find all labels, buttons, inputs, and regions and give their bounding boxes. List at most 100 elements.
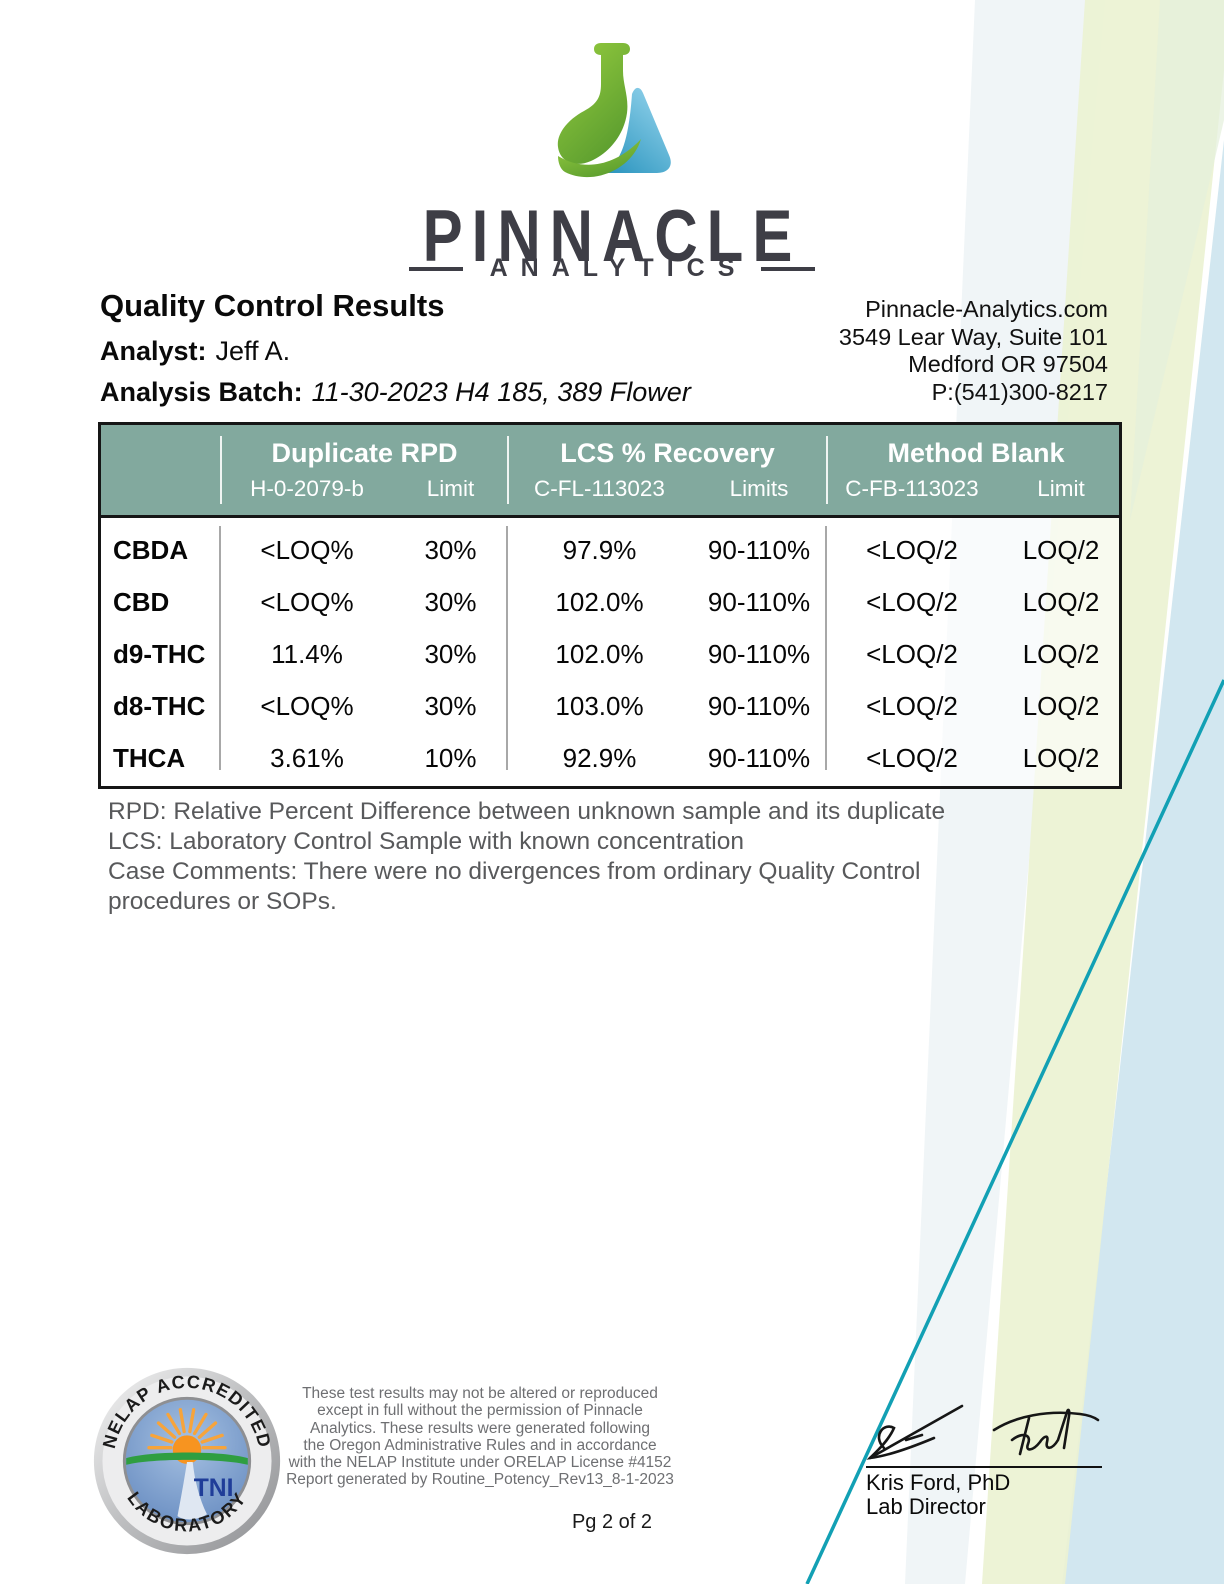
- disclaimer-line: with the NELAP Institute under ORELAP Li…: [288, 1454, 672, 1472]
- disclaimer-line: These test results may not be altered or…: [302, 1385, 658, 1402]
- dup-rpd-value: <LOQ%: [260, 534, 354, 565]
- brand-subwordmark: ANALYTICS: [489, 254, 748, 282]
- method-blank-limit: LOQ/2: [1022, 586, 1100, 617]
- lab-address-line2: Medford OR 97504: [908, 351, 1108, 377]
- qc-group-title: Method Blank: [887, 438, 1065, 468]
- qc-sample-id: C-FB-113023: [845, 476, 979, 501]
- qc-group-duplicate-rpd: Duplicate RPD H-0-2079-b Limit: [220, 425, 508, 515]
- dup-rpd-limit: 30%: [424, 690, 477, 721]
- dup-rpd-limit: 10%: [424, 742, 477, 773]
- brand-subwordmark-row: ANALYTICS: [0, 254, 1224, 283]
- qc-table-header: Duplicate RPD H-0-2079-b Limit LCS % Rec…: [101, 425, 1119, 518]
- brand-wordmark: PINNACLE: [422, 195, 802, 277]
- analysis-batch-value: 11-30-2023 H4 185, 389 Flower: [311, 377, 691, 407]
- lcs-recovery-value: 103.0%: [555, 690, 644, 721]
- analysis-batch-label: Analysis Batch:: [100, 377, 303, 407]
- lcs-recovery-value: 102.0%: [555, 586, 644, 617]
- lcs-recovery-value: 97.9%: [562, 534, 637, 565]
- analyte-name: d9-THC: [113, 638, 206, 669]
- analyte-name: CBD: [113, 586, 170, 617]
- qc-notes: RPD: Relative Percent Difference between…: [108, 797, 945, 917]
- analyte-name: THCA: [113, 742, 186, 773]
- note-case-comments: Case Comments: There were no divergences…: [108, 858, 921, 885]
- method-blank-limit: LOQ/2: [1022, 534, 1100, 565]
- table-row: CBD <LOQ% 30% 102.0% 90-110% <LOQ/2 LOQ/…: [101, 576, 1119, 628]
- lcs-recovery-limits: 90-110%: [707, 690, 811, 721]
- lcs-recovery-value: 102.0%: [555, 638, 644, 669]
- dup-rpd-value: <LOQ%: [260, 690, 354, 721]
- analysis-batch-line: Analysis Batch: 11-30-2023 H4 185, 389 Fl…: [100, 377, 691, 408]
- lab-address-line1: 3549 Lear Way, Suite 101: [838, 323, 1108, 350]
- table-row: d8-THC <LOQ% 30% 103.0% 90-110% <LOQ/2 L…: [101, 680, 1119, 732]
- method-blank-value: <LOQ/2: [866, 586, 958, 617]
- nelap-accreditation-seal-icon: TNI NELAP ACCREDITED LABORATORY: [93, 1367, 281, 1555]
- teal-diagonal-line: [805, 679, 1224, 1584]
- disclaimer-line: Report generated by Routine_Potency_Rev1…: [286, 1471, 674, 1489]
- page-indicator: Pg 2 of 2: [571, 1511, 653, 1533]
- qc-results-table: Duplicate RPD H-0-2079-b Limit LCS % Rec…: [98, 422, 1122, 789]
- qc-group-method-blank: Method Blank C-FB-113023 Limit: [826, 425, 1125, 515]
- lab-contact-block: Pinnacle-Analytics.com 3549 Lear Way, Su…: [839, 296, 1108, 406]
- analyst-value: Jeff A.: [215, 336, 291, 366]
- dup-rpd-limit: 30%: [424, 638, 477, 669]
- lcs-recovery-limits: 90-110%: [707, 638, 811, 669]
- method-blank-limit: LOQ/2: [1022, 690, 1100, 721]
- method-blank-limit: LOQ/2: [1022, 638, 1100, 669]
- qc-limit-label: Limit: [426, 476, 475, 501]
- disclaimer-text: These test results may not be altered or…: [240, 1385, 720, 1489]
- dup-rpd-limit: 30%: [424, 586, 477, 617]
- method-blank-value: <LOQ/2: [866, 638, 958, 669]
- signature-icon: [866, 1404, 1100, 1460]
- qc-sample-id: H-0-2079-b: [250, 476, 364, 501]
- note-lcs: LCS: Laboratory Control Sample with know…: [108, 828, 744, 855]
- lcs-recovery-limits: 90-110%: [707, 534, 811, 565]
- disclaimer-line: Analytics. These results were generated …: [309, 1419, 651, 1437]
- signature-block: Kris Ford, PhD Lab Director: [866, 1390, 1110, 1519]
- left-dash: [408, 266, 463, 271]
- right-dash: [761, 266, 816, 271]
- disclaimer-line: the Oregon Administrative Rules and in a…: [303, 1436, 657, 1454]
- table-row: CBDA <LOQ% 30% 97.9% 90-110% <LOQ/2 LOQ/…: [101, 524, 1119, 576]
- dup-rpd-value: 3.61%: [270, 742, 344, 773]
- page-title: Quality Control Results: [100, 288, 445, 323]
- lcs-recovery-limits: 90-110%: [707, 742, 811, 773]
- qc-group-title: LCS % Recovery: [560, 438, 775, 468]
- qc-limit-label: Limits: [729, 476, 789, 501]
- flask-logo-icon: [557, 43, 671, 178]
- signer-name: Kris Ford, PhD: [866, 1470, 1011, 1495]
- column-divider: [219, 526, 221, 770]
- analyst-line: Analyst: Jeff A.: [100, 336, 290, 367]
- column-divider: [825, 526, 827, 770]
- method-blank-value: <LOQ/2: [866, 690, 958, 721]
- note-rpd: RPD: Relative Percent Difference between…: [108, 798, 946, 825]
- lab-phone: P:(541)300-8217: [931, 378, 1108, 405]
- dup-rpd-limit: 30%: [424, 534, 477, 565]
- qc-sample-id: C-FL-113023: [534, 476, 665, 501]
- signer-title: Lab Director: [866, 1494, 986, 1519]
- analyte-name: CBDA: [113, 534, 189, 565]
- table-row: d9-THC 11.4% 30% 102.0% 90-110% <LOQ/2 L…: [101, 628, 1119, 680]
- qc-limit-label: Limit: [1037, 476, 1085, 501]
- seal-center-text: TNI: [194, 1475, 234, 1502]
- lcs-recovery-value: 92.9%: [562, 742, 637, 773]
- qc-header-spacer: [101, 425, 221, 515]
- analyte-name: d8-THC: [113, 690, 206, 721]
- qc-table-body: CBDA <LOQ% 30% 97.9% 90-110% <LOQ/2 LOQ/…: [101, 518, 1119, 786]
- analyst-label: Analyst:: [100, 336, 207, 366]
- signature-line: [866, 1466, 1102, 1468]
- lcs-recovery-limits: 90-110%: [707, 586, 811, 617]
- qc-group-title: Duplicate RPD: [271, 438, 458, 468]
- qc-group-lcs-recovery: LCS % Recovery C-FL-113023 Limits: [507, 425, 827, 515]
- method-blank-limit: LOQ/2: [1022, 742, 1100, 773]
- dup-rpd-value: 11.4%: [271, 638, 343, 669]
- table-row: THCA 3.61% 10% 92.9% 90-110% <LOQ/2 LOQ/…: [101, 732, 1119, 784]
- lab-website: Pinnacle-Analytics.com: [865, 296, 1108, 322]
- column-divider: [506, 526, 508, 770]
- method-blank-value: <LOQ/2: [866, 742, 958, 773]
- note-case-comments-cont: procedures or SOPs.: [108, 888, 337, 915]
- disclaimer-line: except in full without the permission of…: [317, 1402, 643, 1420]
- method-blank-value: <LOQ/2: [866, 534, 958, 565]
- dup-rpd-value: <LOQ%: [260, 586, 354, 617]
